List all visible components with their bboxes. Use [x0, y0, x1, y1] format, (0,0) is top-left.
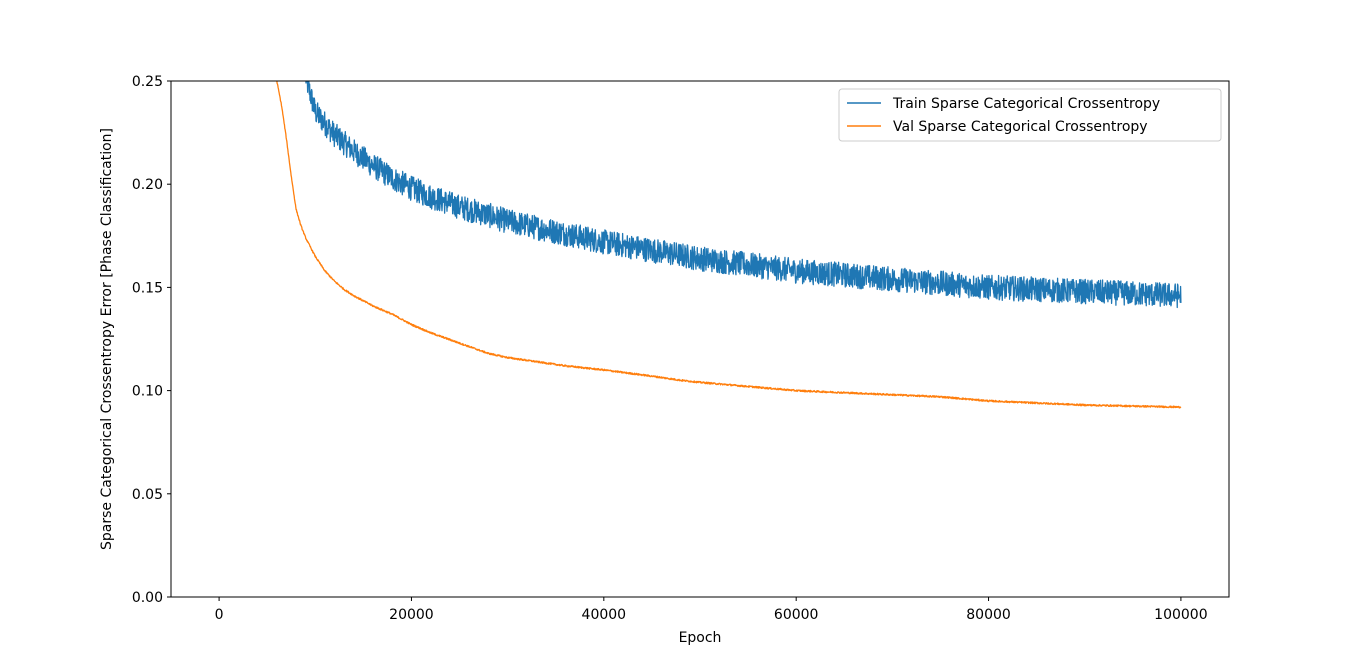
y-tick-label: 0.00 — [132, 590, 163, 606]
series-layer — [276, 81, 1182, 409]
legend: Train Sparse Categorical Crossentropy Val… — [838, 88, 1222, 142]
x-axis: 0 20000 40000 60000 80000 100000 — [215, 597, 1208, 623]
y-axis: 0.00 0.05 0.10 0.15 0.20 0.25 — [132, 74, 171, 606]
y-tick-label: 0.20 — [132, 177, 163, 193]
x-axis-label: Epoch — [679, 630, 722, 646]
x-tick-label: 60000 — [774, 607, 819, 623]
y-tick-label: 0.10 — [132, 384, 163, 400]
y-tick-label: 0.15 — [132, 280, 163, 296]
x-tick-label: 100000 — [1154, 607, 1207, 623]
x-tick-label: 40000 — [582, 607, 627, 623]
plot-frame — [170, 80, 1230, 598]
y-tick-label: 0.25 — [132, 74, 163, 90]
series-line-train — [305, 81, 1182, 309]
x-tick-label: 0 — [215, 607, 224, 623]
legend-box — [838, 88, 1222, 142]
series-line-val — [276, 81, 1182, 409]
x-tick-label: 80000 — [966, 607, 1011, 623]
legend-entry-label: Train Sparse Categorical Crossentropy — [892, 96, 1160, 112]
y-tick-label: 0.05 — [132, 487, 163, 503]
legend-entry-label: Val Sparse Categorical Crossentropy — [893, 119, 1148, 135]
x-tick-label: 20000 — [389, 607, 434, 623]
y-axis-label: Sparse Categorical Crossentropy Error [P… — [99, 128, 115, 550]
